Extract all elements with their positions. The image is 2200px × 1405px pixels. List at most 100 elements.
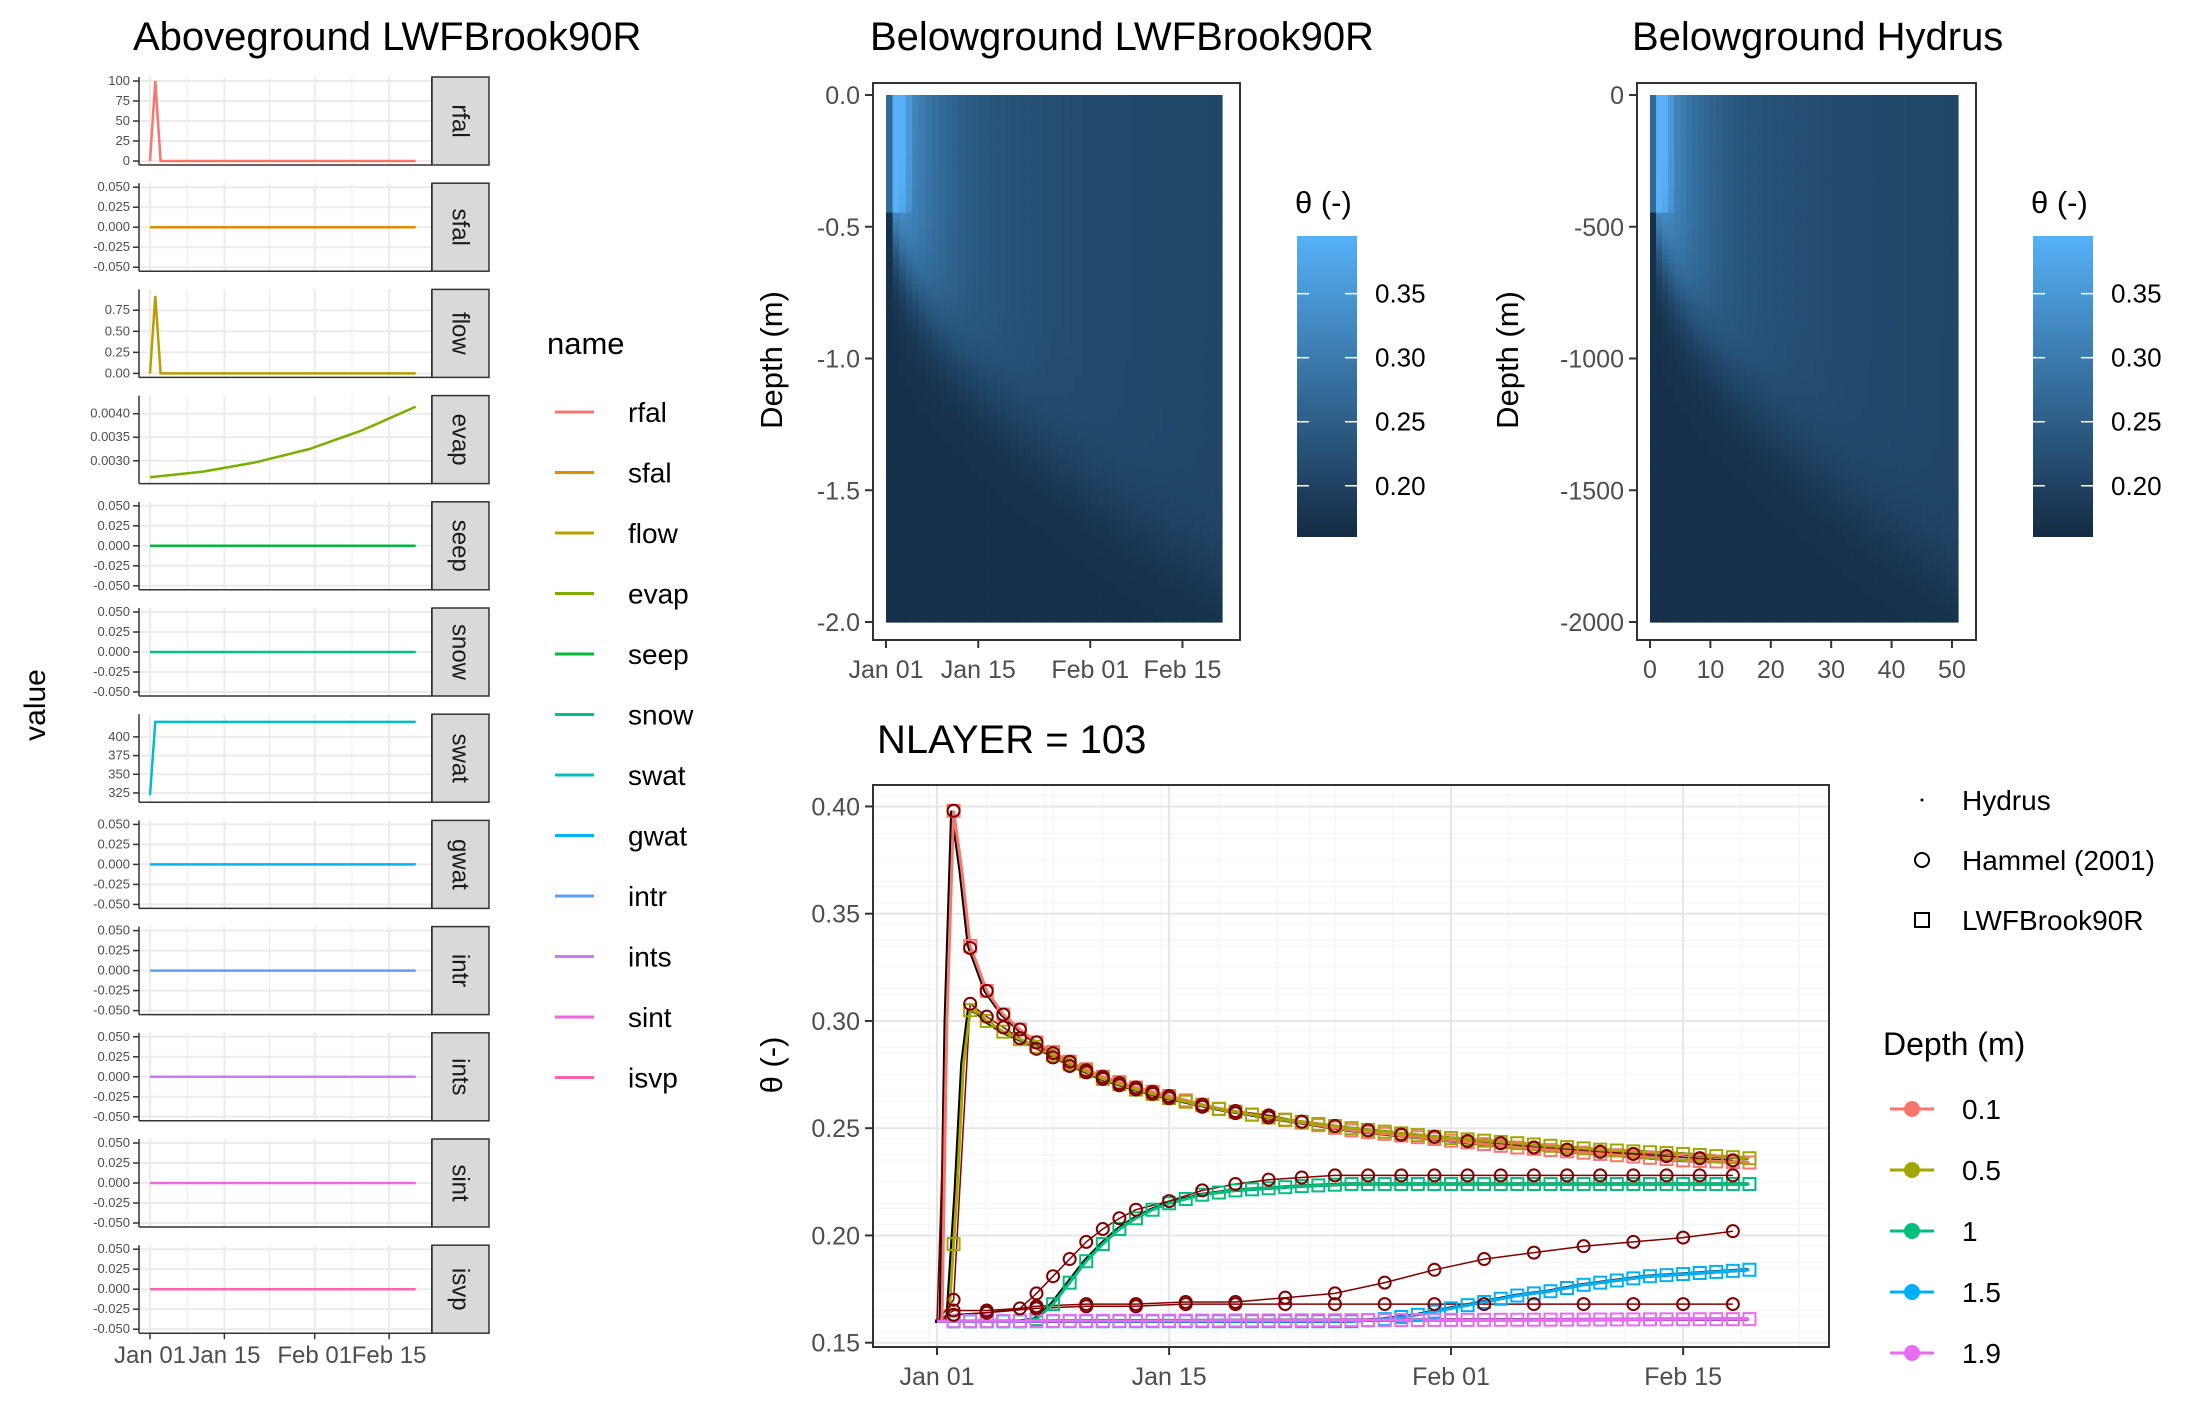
- heatmap-cell: [1169, 566, 1176, 572]
- heatmap-cell: [1097, 555, 1104, 561]
- heatmap-cell: [958, 407, 965, 413]
- heatmap-cell: [945, 172, 952, 178]
- heatmap-cell: [952, 612, 959, 618]
- heatmap-cell: [1064, 407, 1071, 413]
- heatmap-cell: [972, 243, 979, 249]
- heatmap-cell: [1084, 141, 1091, 147]
- heatmap-cell: [958, 479, 965, 485]
- heatmap-cell: [1143, 315, 1150, 321]
- heatmap-cell: [1018, 279, 1025, 285]
- heatmap-cell: [1051, 151, 1058, 157]
- heatmap-cell: [1077, 397, 1084, 403]
- heatmap-cell: [952, 540, 959, 546]
- heatmap-cell: [985, 540, 992, 546]
- heatmap-cell: [899, 126, 906, 132]
- heatmap-cell: [1130, 300, 1137, 306]
- heatmap-cell: [1011, 264, 1018, 270]
- heatmap-cell: [978, 555, 985, 561]
- heatmap-cell: [998, 279, 1005, 285]
- heatmap-cell: [1051, 187, 1058, 193]
- heatmap-cell: [1077, 586, 1084, 592]
- heatmap-cell: [1051, 110, 1058, 116]
- heatmap-cell: [926, 295, 933, 301]
- heatmap-cell: [952, 182, 959, 188]
- heatmap-cell: [965, 453, 972, 459]
- heatmap-cell: [893, 335, 900, 341]
- heatmap-cell: [972, 402, 979, 408]
- heatmap-cell: [1084, 499, 1091, 505]
- heatmap-cell: [998, 392, 1005, 398]
- heatmap-cell: [945, 223, 952, 229]
- heatmap-cell: [965, 187, 972, 193]
- heatmap-cell: [1117, 376, 1124, 382]
- heatmap-cell: [945, 397, 952, 403]
- heatmap-cell: [1051, 238, 1058, 244]
- heatmap-cell: [912, 407, 919, 413]
- heatmap-cell: [906, 555, 913, 561]
- heatmap-cell: [1084, 223, 1091, 229]
- heatmap-cell: [1110, 110, 1117, 116]
- heatmap-cell: [1130, 571, 1137, 577]
- heatmap-cell: [1117, 274, 1124, 280]
- heatmap-cell: [991, 341, 998, 347]
- heatmap-cell: [991, 509, 998, 515]
- heatmap-cell: [1051, 382, 1058, 388]
- heatmap-cell: [1130, 555, 1137, 561]
- panel-title-nlayer: NLAYER = 103: [877, 718, 1146, 762]
- heatmap-cell: [886, 550, 893, 556]
- heatmap-cell: [1077, 499, 1084, 505]
- heatmap-cell: [1097, 489, 1104, 495]
- heatmap-cell: [1064, 525, 1071, 531]
- heatmap-cell: [1123, 443, 1130, 449]
- heatmap-cell: [1077, 335, 1084, 341]
- heatmap-cell: [1051, 499, 1058, 505]
- heatmap-cell: [1044, 489, 1051, 495]
- heatmap-cell: [1136, 458, 1143, 464]
- heatmap-cell: [1077, 484, 1084, 490]
- heatmap-cell: [1150, 407, 1157, 413]
- heatmap-cell: [1038, 346, 1045, 352]
- heatmap-cell: [965, 167, 972, 173]
- heatmap-cell: [1077, 305, 1084, 311]
- heatmap-cell: [958, 489, 965, 495]
- heatmap-cell: [991, 586, 998, 592]
- heatmap-cell: [952, 330, 959, 336]
- heatmap-cell: [1143, 458, 1150, 464]
- heatmap-cell: [893, 151, 900, 157]
- heatmap-cell: [958, 146, 965, 152]
- heatmap-cell: [978, 110, 985, 116]
- heatmap-cell: [1090, 499, 1097, 505]
- heatmap-cell: [978, 315, 985, 321]
- heatmap-cell: [952, 341, 959, 347]
- heatmap-cell: [1136, 407, 1143, 413]
- heatmap-cell: [972, 555, 979, 561]
- heatmap-cell: [1130, 479, 1137, 485]
- heatmap-cell: [998, 566, 1005, 572]
- heatmap-cell: [1031, 586, 1038, 592]
- heatmap-cell: [932, 223, 939, 229]
- heatmap-cell: [945, 428, 952, 434]
- heatmap-cell: [1057, 484, 1064, 490]
- heatmap-cell: [991, 525, 998, 531]
- heatmap-cell: [899, 550, 906, 556]
- heatmap-cell: [972, 443, 979, 449]
- heatmap-cell: [1097, 540, 1104, 546]
- heatmap-cell: [906, 371, 913, 377]
- heatmap-cell: [1123, 525, 1130, 531]
- heatmap-cell: [1150, 325, 1157, 331]
- heatmap-cell: [1143, 105, 1150, 111]
- heatmap-cell: [1150, 320, 1157, 326]
- heatmap-cell: [985, 238, 992, 244]
- heatmap-cell: [1051, 463, 1058, 469]
- heatmap-cell: [1117, 156, 1124, 162]
- heatmap-cell: [1169, 197, 1176, 203]
- heatmap-cell: [906, 458, 913, 464]
- heatmap-cell: [1077, 576, 1084, 582]
- heatmap-cell: [886, 202, 893, 208]
- heatmap-cell: [1084, 525, 1091, 531]
- heatmap-cell: [1097, 310, 1104, 316]
- heatmap-cell: [926, 320, 933, 326]
- heatmap-cell: [1117, 448, 1124, 454]
- facet-y-tick-label: 0.025: [97, 199, 130, 214]
